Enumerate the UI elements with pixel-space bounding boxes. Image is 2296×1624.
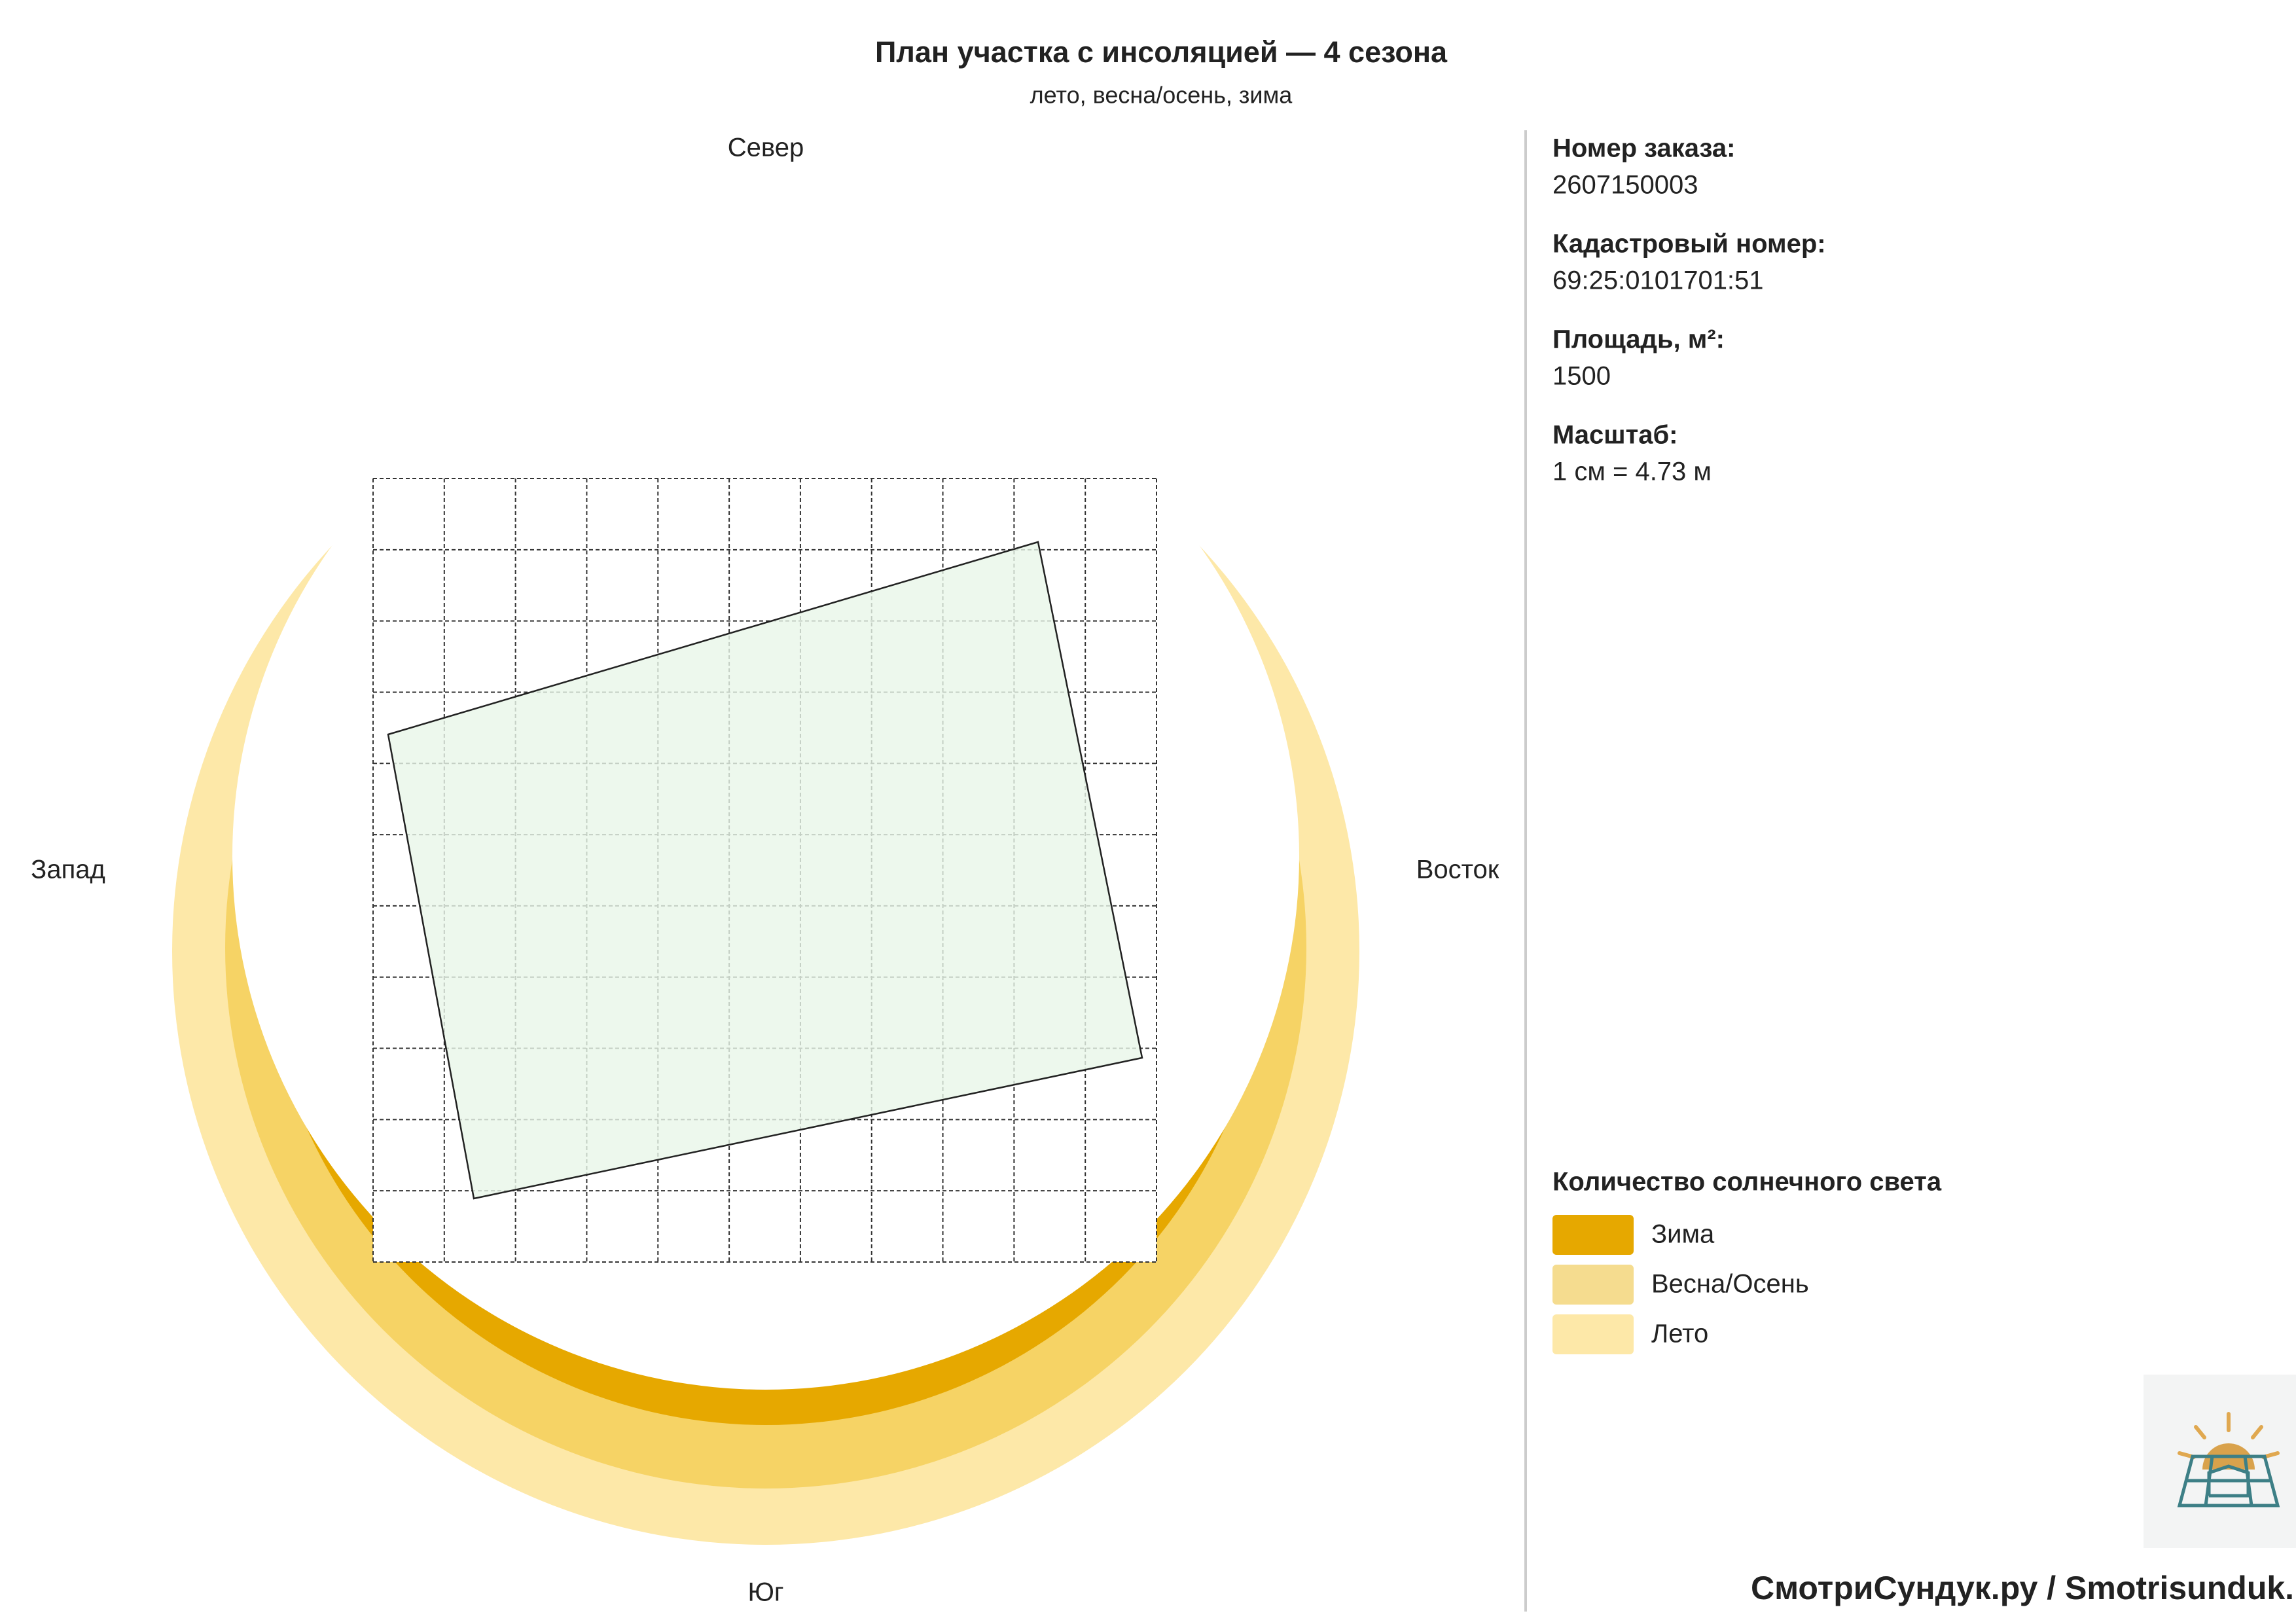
legend-title: Количество солнечного света <box>1552 1168 1942 1197</box>
info-label: Площадь, м²: <box>1552 325 1725 354</box>
logo <box>2144 1375 2296 1548</box>
legend-label: Весна/Осень <box>1651 1270 1809 1299</box>
legend-swatch <box>1552 1215 1634 1255</box>
info-value: 69:25:0101701:51 <box>1552 266 1764 295</box>
legend-label: Лето <box>1651 1320 1708 1348</box>
north-label: Север <box>728 134 804 162</box>
legend: Зима Весна/Осень Лето <box>1552 1215 1809 1354</box>
south-label: Юг <box>748 1578 784 1607</box>
info-label: Номер заказа: <box>1552 134 1735 163</box>
legend-swatch <box>1552 1314 1634 1354</box>
plot-outline <box>387 541 1143 1200</box>
info-label: Кадастровый номер: <box>1552 230 1826 259</box>
legend-swatch <box>1552 1265 1634 1305</box>
info-value: 1500 <box>1552 362 1611 391</box>
info-label: Масштаб: <box>1552 421 1678 450</box>
title: План участка с инсоляцией — 4 сезона <box>875 35 1448 69</box>
info-panel: Номер заказа: 2607150003 Кадастровый номер… <box>1552 134 1826 486</box>
east-label: Восток <box>1416 856 1499 884</box>
legend-label: Зима <box>1651 1220 1715 1249</box>
subtitle: лето, весна/осень, зима <box>1030 82 1293 109</box>
info-value: 1 см = 4.73 м <box>1552 458 1712 486</box>
footer: СмотриСундук.ру / Smotrisunduk.ru <box>1751 1570 2296 1606</box>
info-value: 2607150003 <box>1552 171 1698 200</box>
west-label: Запад <box>31 856 105 884</box>
